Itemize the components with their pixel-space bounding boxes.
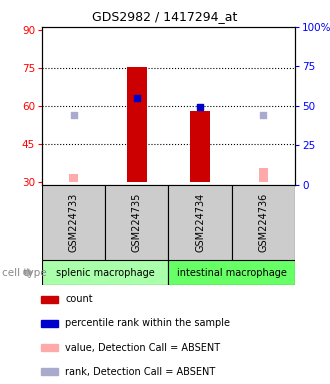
Bar <box>42 260 169 285</box>
Text: percentile rank within the sample: percentile rank within the sample <box>65 318 230 328</box>
Text: GSM224735: GSM224735 <box>132 193 142 252</box>
Point <box>261 112 266 118</box>
Text: rank, Detection Call = ABSENT: rank, Detection Call = ABSENT <box>65 367 215 377</box>
Text: value, Detection Call = ABSENT: value, Detection Call = ABSENT <box>65 343 220 353</box>
Text: GDS2982 / 1417294_at: GDS2982 / 1417294_at <box>92 10 238 23</box>
Bar <box>232 185 295 260</box>
Text: GSM224736: GSM224736 <box>258 193 268 252</box>
Text: GSM224734: GSM224734 <box>195 193 205 252</box>
Bar <box>259 169 268 182</box>
Bar <box>41 320 58 327</box>
Text: GSM224733: GSM224733 <box>69 193 79 252</box>
Point <box>197 104 203 110</box>
Text: count: count <box>65 294 93 304</box>
Bar <box>41 344 58 351</box>
Text: intestinal macrophage: intestinal macrophage <box>177 268 287 278</box>
Bar <box>169 185 232 260</box>
Point <box>134 95 140 101</box>
Point <box>71 112 76 118</box>
Bar <box>190 111 210 182</box>
Bar <box>105 185 169 260</box>
Bar <box>169 260 295 285</box>
Bar <box>41 296 58 303</box>
Text: cell type: cell type <box>2 268 46 278</box>
Bar <box>41 369 58 375</box>
Bar <box>127 66 147 182</box>
Bar <box>69 174 78 182</box>
Text: splenic macrophage: splenic macrophage <box>56 268 155 278</box>
Bar <box>42 185 105 260</box>
